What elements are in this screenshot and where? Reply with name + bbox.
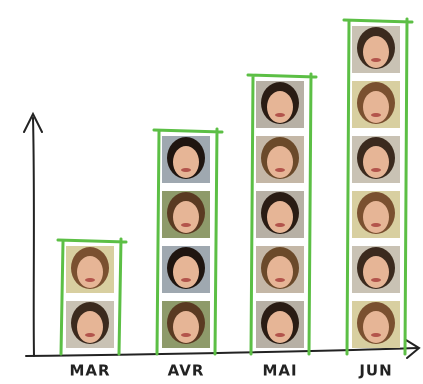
face-smile [371,58,381,62]
face-skin [267,146,293,178]
bar [342,17,414,356]
face-skin [173,146,199,178]
face-skin [267,256,293,288]
face-skin [363,146,389,178]
face-smile [181,278,191,282]
face-smile [371,333,381,337]
face-skin [363,91,389,123]
face-smile [181,168,191,172]
face-skin [267,91,293,123]
face-smile [85,278,95,282]
bar-outline [246,72,318,356]
bar-outline [342,17,414,356]
face-skin [77,256,103,288]
face-smile [371,113,381,117]
face-smile [371,278,381,282]
face-skin [173,311,199,343]
face-skin [267,311,293,343]
x-axis [25,347,419,357]
face-skin [363,36,389,68]
face-skin [173,256,199,288]
face-smile [181,333,191,337]
x-axis-arrow [405,339,421,359]
x-tick-label: JUN [358,362,392,380]
face-smile [275,278,285,282]
face-smile [371,168,381,172]
face-smile [275,168,285,172]
y-axis [32,117,35,357]
face-smile [275,223,285,227]
face-skin [173,201,199,233]
axes [23,111,421,359]
bar [56,237,128,356]
bar-outline [56,237,128,356]
y-axis-arrow [23,111,43,133]
x-tick-label: MAR [69,362,110,380]
bar [246,72,318,356]
face-smile [275,113,285,117]
bar [152,127,224,356]
face-skin [363,311,389,343]
bar-outline [152,127,224,356]
face-smile [85,333,95,337]
face-smile [371,223,381,227]
face-skin [363,256,389,288]
face-smile [275,333,285,337]
x-tick-label: MAI [262,362,297,380]
x-tick-label: AVR [168,362,205,380]
face-skin [267,201,293,233]
face-skin [363,201,389,233]
face-skin [77,311,103,343]
face-smile [181,223,191,227]
